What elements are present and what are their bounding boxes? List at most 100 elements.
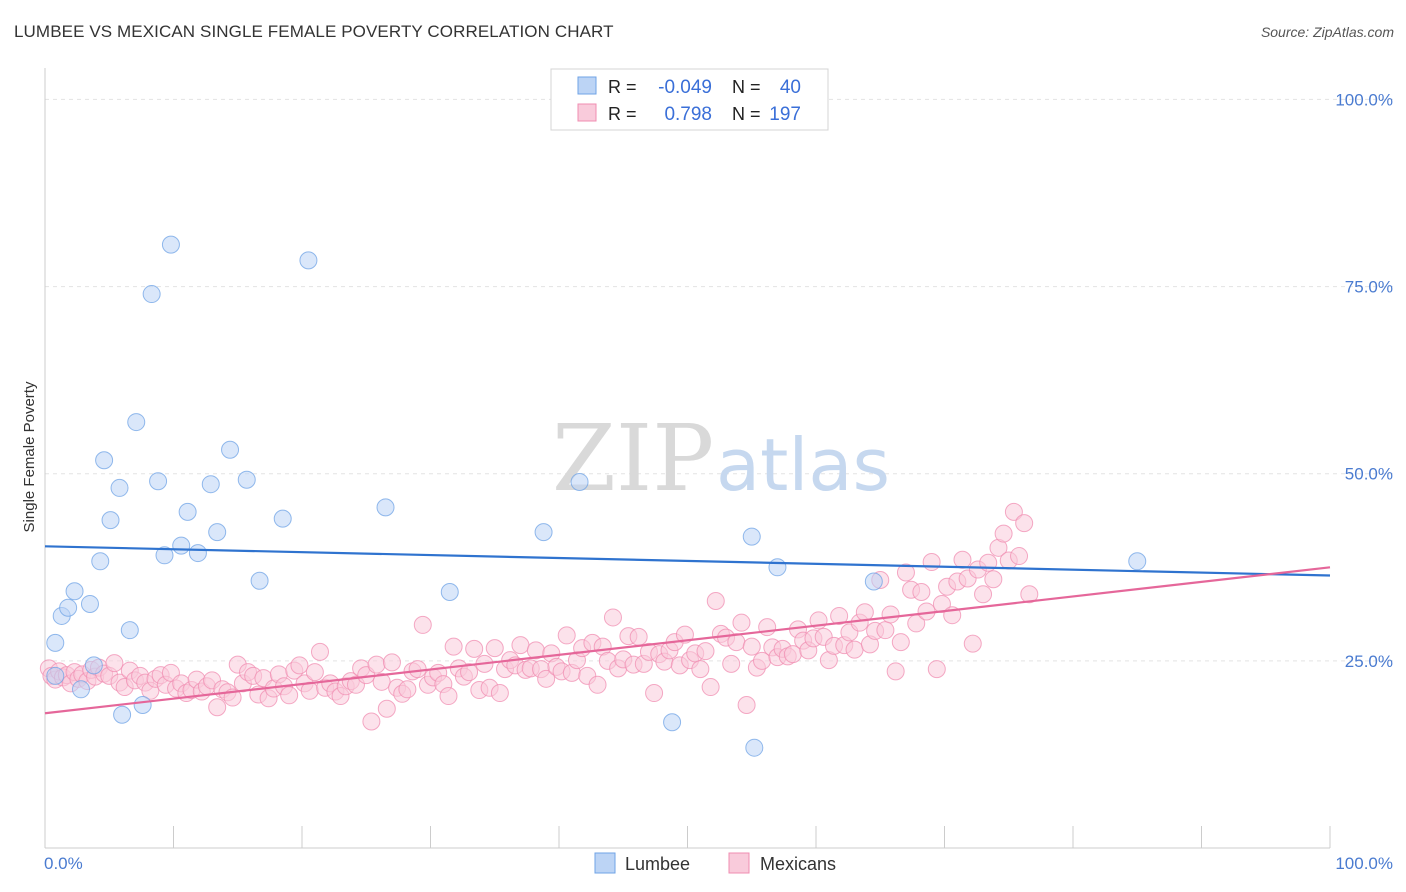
data-point-mexicans bbox=[537, 669, 556, 688]
watermark-zip: ZIP bbox=[552, 405, 714, 512]
data-point-mexicans bbox=[675, 625, 694, 644]
legend-n-value: 197 bbox=[769, 104, 801, 125]
data-point-lumbee bbox=[534, 523, 553, 542]
data-point-lumbee bbox=[142, 285, 161, 304]
data-point-mexicans bbox=[696, 642, 715, 661]
data-point-mexicans bbox=[1004, 502, 1023, 521]
data-point-mexicans bbox=[398, 680, 417, 699]
data-point-lumbee bbox=[745, 738, 764, 757]
legend-r-value: -0.049 bbox=[658, 77, 712, 98]
data-point-mexicans bbox=[382, 653, 401, 672]
data-point-lumbee bbox=[155, 546, 174, 565]
data-point-mexicans bbox=[557, 626, 576, 645]
data-point-lumbee bbox=[570, 472, 589, 491]
data-point-mexicans bbox=[706, 591, 725, 610]
data-point-lumbee bbox=[120, 621, 139, 640]
data-point-mexicans bbox=[845, 640, 864, 659]
bottom-legend-swatch-mexicans[interactable] bbox=[728, 852, 750, 874]
data-point-mexicans bbox=[1020, 585, 1039, 604]
data-point-mexicans bbox=[994, 524, 1013, 543]
data-point-lumbee bbox=[250, 571, 269, 590]
chart-title: LUMBEE VS MEXICAN SINGLE FEMALE POVERTY … bbox=[14, 22, 614, 41]
legend-n-value: 40 bbox=[780, 77, 801, 98]
data-point-mexicans bbox=[691, 660, 710, 679]
bottom-legend-swatch-lumbee[interactable] bbox=[594, 852, 616, 874]
data-point-lumbee bbox=[742, 527, 761, 546]
data-point-lumbee bbox=[273, 509, 292, 528]
data-point-mexicans bbox=[280, 686, 299, 705]
y-ticks: 25.0% 50.0% 75.0% 100.0% bbox=[1335, 90, 1393, 670]
legend-box: R = -0.049 N = 40 R = 0.798 N = 197 bbox=[550, 68, 829, 131]
data-point-mexicans bbox=[722, 654, 741, 673]
data-point-lumbee bbox=[864, 572, 883, 591]
legend-swatch-mexicans bbox=[577, 103, 597, 122]
legend-n-label: N = bbox=[732, 104, 761, 124]
legend-swatch-lumbee bbox=[577, 76, 597, 95]
data-point-lumbee bbox=[71, 680, 90, 699]
bottom-legend-label-mexicans[interactable]: Mexicans bbox=[760, 854, 836, 874]
axes-layer bbox=[44, 68, 1331, 849]
legend-r-label: R = bbox=[608, 77, 637, 97]
data-point-mexicans bbox=[855, 603, 874, 622]
data-point-lumbee bbox=[95, 451, 114, 470]
data-point-lumbee bbox=[127, 413, 146, 432]
data-point-mexicans bbox=[742, 637, 761, 656]
data-point-mexicans bbox=[413, 615, 432, 634]
data-point-mexicans bbox=[465, 639, 484, 658]
data-point-lumbee bbox=[768, 558, 787, 577]
data-point-mexicans bbox=[974, 585, 993, 604]
data-point-mexicans bbox=[603, 608, 622, 627]
data-point-lumbee bbox=[113, 705, 132, 724]
data-point-lumbee bbox=[376, 498, 395, 517]
data-point-mexicans bbox=[922, 553, 941, 572]
data-point-lumbee bbox=[46, 666, 65, 685]
data-point-mexicans bbox=[876, 621, 895, 640]
data-point-mexicans bbox=[912, 582, 931, 601]
data-point-mexicans bbox=[737, 696, 756, 715]
data-point-mexicans bbox=[485, 639, 504, 658]
data-point-lumbee bbox=[663, 713, 682, 732]
data-point-lumbee bbox=[208, 523, 227, 542]
y-tick-label: 25.0% bbox=[1345, 652, 1393, 671]
data-point-mexicans bbox=[963, 634, 982, 653]
data-point-lumbee bbox=[221, 440, 240, 459]
data-point-lumbee bbox=[178, 502, 197, 521]
data-point-lumbee bbox=[59, 598, 78, 617]
data-point-lumbee bbox=[440, 582, 459, 601]
x-tick-label: 0.0% bbox=[44, 854, 83, 873]
data-point-lumbee bbox=[299, 251, 318, 270]
data-point-mexicans bbox=[701, 678, 720, 697]
data-point-mexicans bbox=[290, 656, 309, 675]
data-point-mexicans bbox=[208, 698, 227, 717]
trend-layer bbox=[44, 545, 1331, 715]
data-point-mexicans bbox=[444, 637, 463, 656]
data-point-mexicans bbox=[953, 550, 972, 569]
y-tick-label: 75.0% bbox=[1345, 278, 1393, 297]
data-point-lumbee bbox=[65, 582, 84, 601]
data-point-mexicans bbox=[927, 660, 946, 679]
data-point-mexicans bbox=[408, 660, 427, 679]
data-point-mexicans bbox=[588, 675, 607, 694]
data-point-lumbee bbox=[161, 235, 180, 254]
data-point-mexicans bbox=[891, 633, 910, 652]
data-point-mexicans bbox=[372, 672, 391, 691]
source-credit[interactable]: Source: ZipAtlas.com bbox=[1260, 24, 1394, 40]
data-point-lumbee bbox=[201, 475, 220, 494]
data-point-lumbee bbox=[84, 656, 103, 675]
data-point-mexicans bbox=[490, 684, 509, 703]
trend-line-lumbee bbox=[44, 545, 1331, 577]
data-point-mexicans bbox=[305, 663, 324, 682]
bottom-legend: Lumbee Mexicans bbox=[594, 852, 836, 874]
bottom-legend-label-lumbee[interactable]: Lumbee bbox=[625, 854, 690, 874]
y-tick-label: 100.0% bbox=[1335, 90, 1393, 109]
data-point-mexicans bbox=[886, 662, 905, 681]
data-point-lumbee bbox=[110, 478, 129, 497]
watermark-atlas: atlas bbox=[716, 423, 890, 507]
data-point-lumbee bbox=[46, 633, 65, 652]
data-point-lumbee bbox=[1128, 552, 1147, 571]
y-axis-title: Single Female Poverty bbox=[21, 381, 38, 532]
data-point-mexicans bbox=[439, 687, 458, 706]
data-point-mexicans bbox=[732, 613, 751, 632]
legend-n-label: N = bbox=[732, 77, 761, 97]
